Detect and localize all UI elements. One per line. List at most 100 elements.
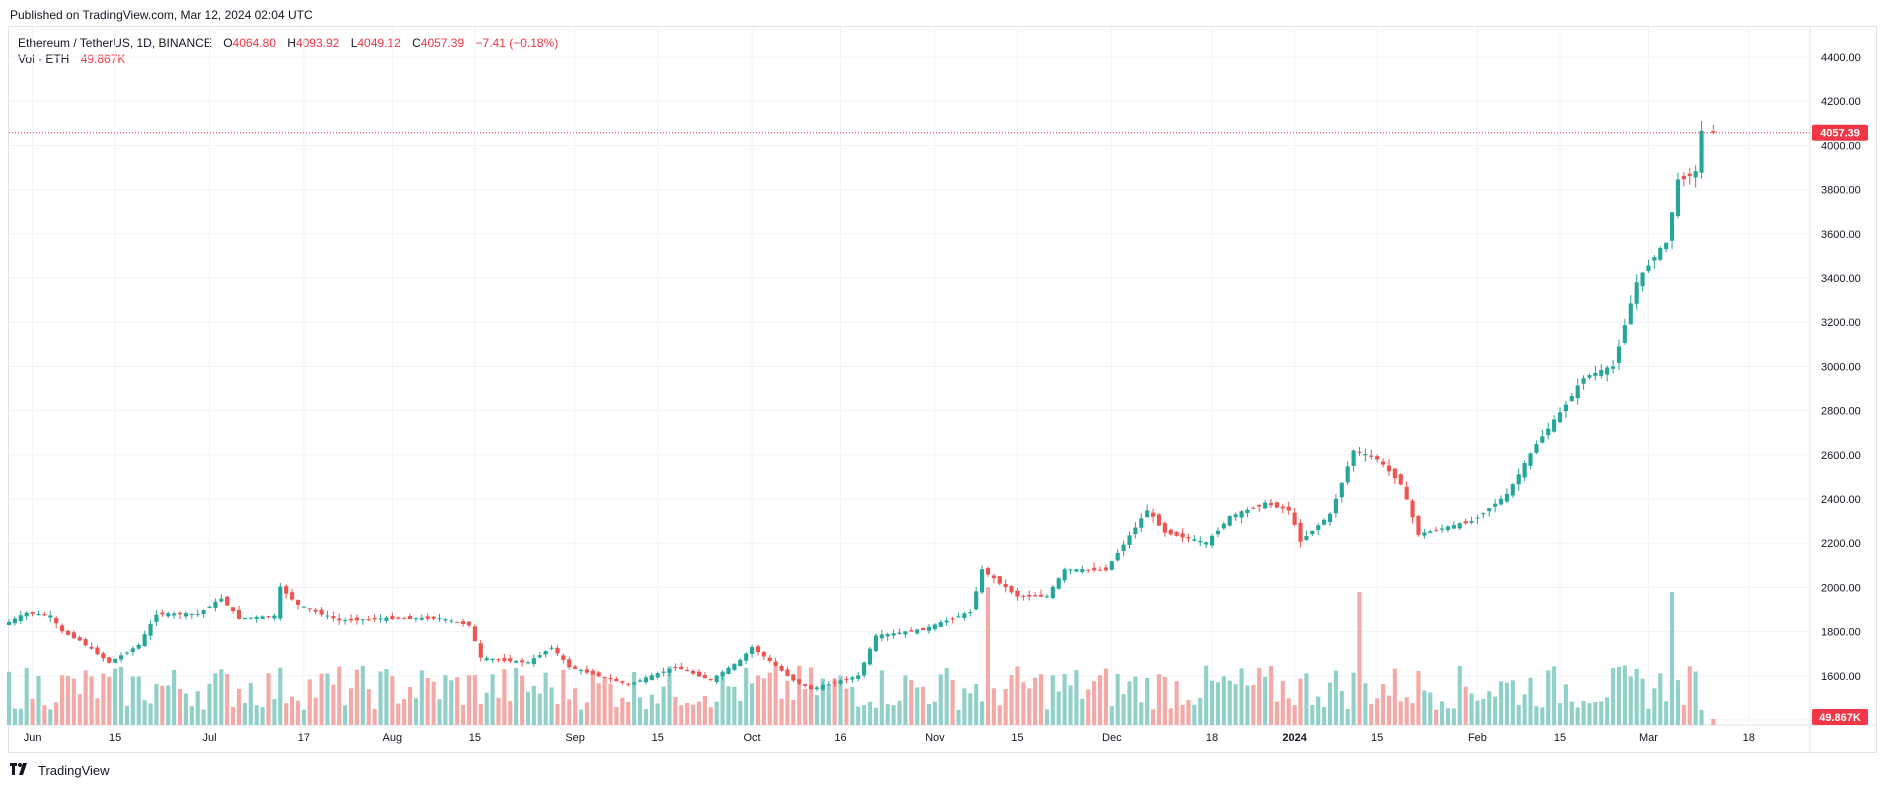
volume-bar	[750, 683, 755, 725]
volume-bar	[1445, 708, 1451, 725]
volume-bar	[225, 673, 230, 725]
volume-bar	[337, 666, 342, 725]
volume-bar	[490, 674, 495, 725]
volume-bar	[502, 669, 507, 725]
volume-bar	[885, 704, 890, 725]
candle-body	[343, 620, 348, 622]
volume-bar	[991, 688, 996, 725]
volume-bar	[183, 693, 188, 725]
candle-body	[30, 612, 35, 614]
volume-bar	[1080, 698, 1085, 725]
candle-body	[679, 666, 684, 670]
volume-bar	[779, 698, 784, 725]
candle-body	[1569, 395, 1574, 402]
volume-bar	[30, 698, 35, 725]
volume-bar	[1451, 708, 1456, 725]
volume-label[interactable]: Vol · ETH	[18, 52, 70, 66]
volume-bar	[1316, 696, 1321, 725]
volume-bar	[231, 706, 236, 725]
candle-body	[1162, 523, 1167, 533]
candle-body	[443, 619, 448, 621]
candle-body	[236, 610, 242, 619]
candle-body	[496, 659, 501, 661]
volume-bar	[1038, 674, 1044, 725]
tradingview-logo[interactable]: TradingView	[10, 762, 110, 778]
volume-bar	[525, 691, 531, 725]
candle-body	[461, 621, 466, 624]
candle-body	[18, 615, 23, 621]
volume-bar	[113, 668, 118, 725]
candle-body	[1092, 567, 1097, 571]
candle-body	[921, 627, 926, 631]
volume-bar	[1263, 676, 1268, 725]
volume-bar	[1599, 701, 1604, 725]
volume-bar	[661, 686, 666, 725]
candle-body	[1457, 523, 1462, 529]
candle-body	[1268, 502, 1274, 506]
candle-body	[838, 680, 843, 684]
candle-body	[1681, 175, 1686, 180]
volume-bar	[396, 703, 401, 725]
volume-bar	[1062, 674, 1067, 725]
close-value: 4057.39	[420, 36, 465, 50]
volume-bar	[1251, 685, 1256, 725]
volume-bar	[1469, 693, 1474, 725]
candle-body	[1416, 515, 1421, 535]
candle-body	[1664, 242, 1669, 250]
candle-body	[1522, 463, 1527, 478]
volume-bar	[797, 665, 802, 725]
volume-bar	[101, 673, 106, 725]
volume-bar	[997, 705, 1002, 725]
chart-frame	[8, 26, 1877, 753]
volume-bar	[1439, 701, 1445, 725]
volume-bar	[42, 705, 47, 725]
volume-bar	[514, 667, 519, 725]
candle-body	[997, 576, 1002, 584]
volume-bar	[862, 705, 867, 725]
candle-body	[950, 618, 955, 620]
volume-bar	[1504, 682, 1509, 725]
close-label: C	[412, 36, 421, 50]
volume-bar	[154, 683, 159, 725]
volume-bar	[1569, 701, 1574, 725]
volume-bar	[1310, 705, 1315, 725]
volume-bar	[590, 672, 595, 725]
volume-bar	[1074, 670, 1079, 725]
candle-body	[1050, 586, 1055, 599]
volume-bar	[1221, 676, 1226, 725]
candle-body	[732, 663, 737, 670]
volume-bar	[1298, 678, 1303, 725]
candle-body	[1056, 578, 1061, 589]
x-tick-label: 15	[1371, 732, 1383, 744]
candle-body	[1033, 595, 1038, 597]
candle-body	[1534, 444, 1539, 453]
volume-bar	[696, 701, 702, 725]
last-volume-label: 49.867K	[1819, 712, 1861, 724]
candle-body	[856, 675, 861, 679]
candle-body	[1286, 506, 1291, 511]
candle-body	[1086, 569, 1091, 571]
candle-body	[1044, 596, 1049, 598]
volume-bar	[449, 680, 454, 725]
published-caption: Published on TradingView.com, Mar 12, 20…	[10, 8, 313, 22]
candle-body	[231, 607, 236, 612]
candle-body	[24, 612, 29, 617]
candle-body	[154, 614, 159, 622]
candle-body	[272, 615, 277, 619]
candle-body	[1121, 544, 1126, 552]
volume-bar	[655, 703, 660, 725]
volume-bar	[832, 678, 837, 725]
candle-body	[667, 668, 672, 673]
x-tick-label: 15	[1554, 732, 1566, 744]
volume-bar	[1097, 675, 1103, 725]
volume-bar	[177, 689, 183, 725]
y-tick-label: 2200.00	[1821, 538, 1861, 550]
volume-bar	[720, 671, 725, 725]
x-tick-label: Dec	[1102, 732, 1122, 744]
volume-bar	[826, 684, 831, 725]
volume-bar	[944, 668, 949, 725]
volume-bar	[1622, 665, 1627, 725]
candle-body	[1027, 594, 1032, 597]
candle-body	[1068, 569, 1073, 571]
